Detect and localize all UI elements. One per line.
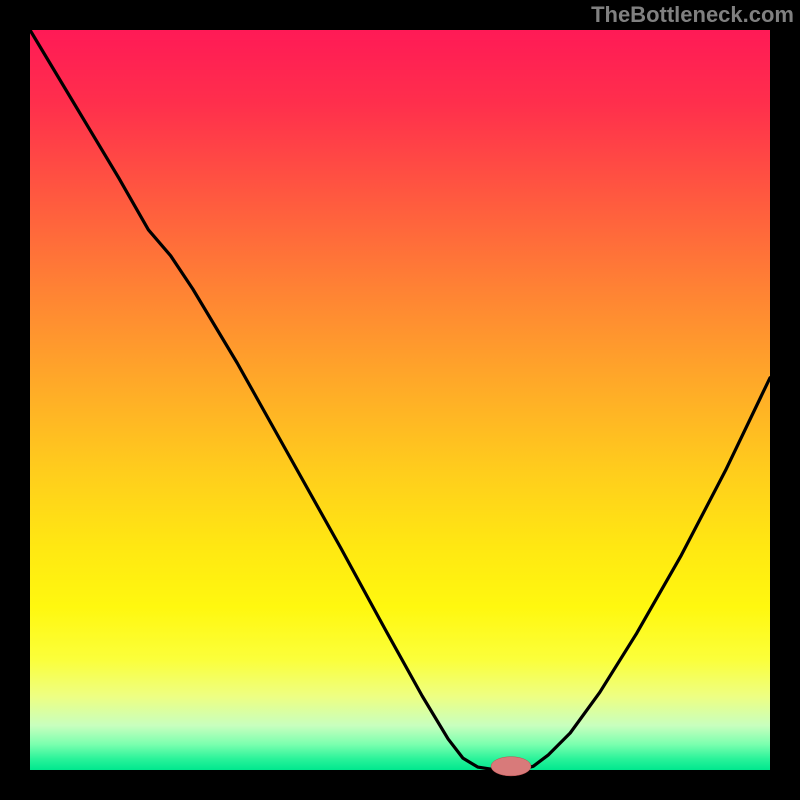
watermark-text: TheBottleneck.com <box>591 2 794 28</box>
optimum-marker <box>491 757 531 776</box>
bottleneck-chart <box>0 0 800 800</box>
